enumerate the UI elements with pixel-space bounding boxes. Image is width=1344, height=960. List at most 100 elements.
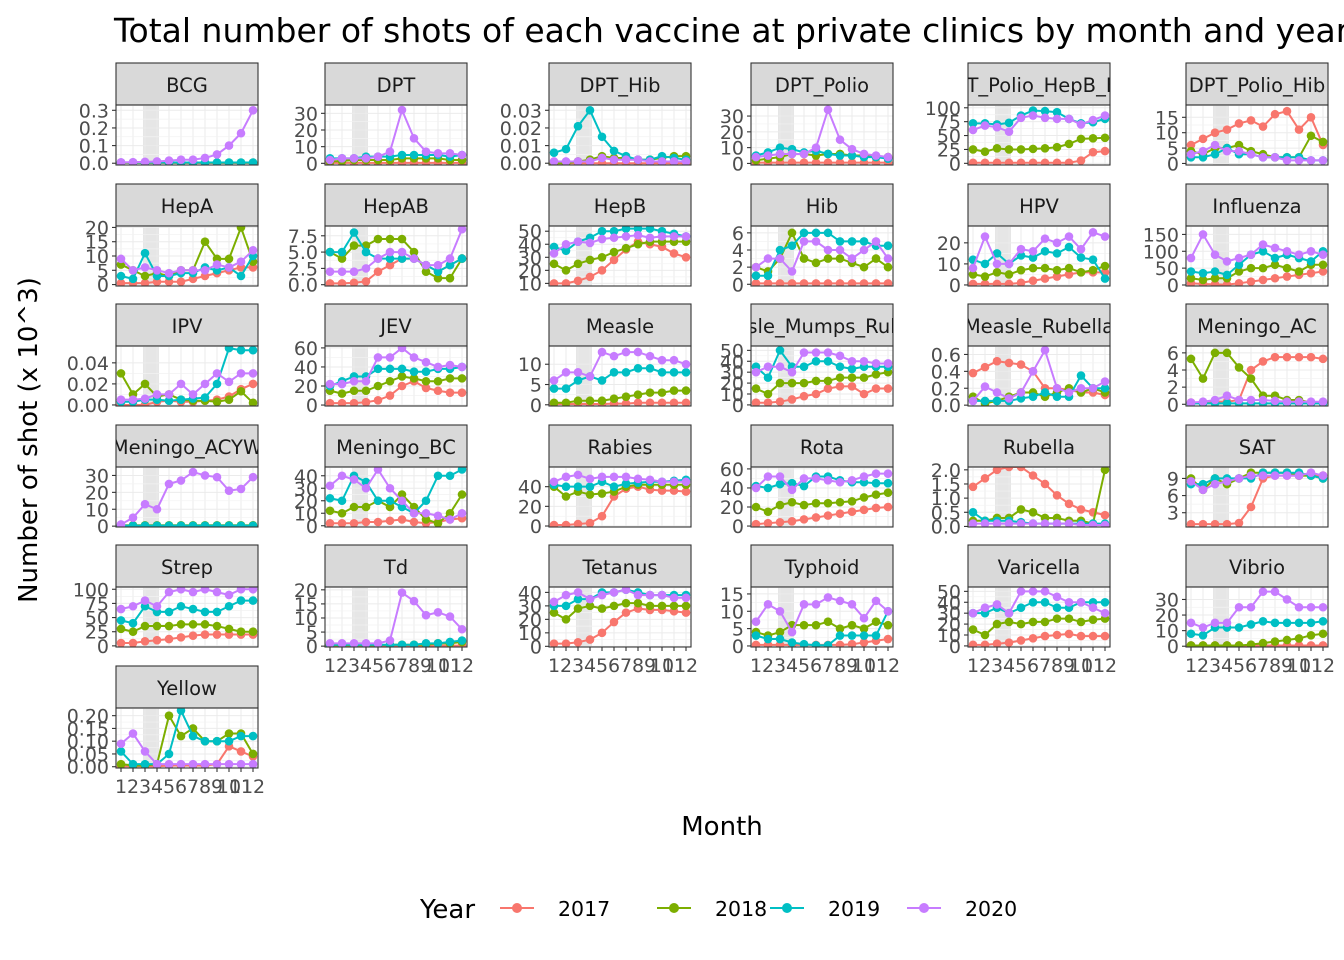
point-2019-m7: [823, 228, 833, 238]
point-2019-m2: [128, 618, 138, 628]
point-2020-m6: [1246, 250, 1256, 259]
point-2017-m5: [1234, 279, 1244, 286]
point-2020-m11: [669, 355, 679, 365]
point-2020-m3: [573, 588, 583, 597]
point-2019-m9: [645, 226, 655, 233]
point-2020-m1: [116, 604, 126, 614]
point-2019-m10: [1076, 253, 1086, 262]
point-2020-m2: [561, 157, 571, 165]
point-2017-m7: [397, 515, 407, 524]
point-2020-m10: [657, 355, 667, 365]
facet-hepab: HepAB 0.02.55.07.5: [288, 183, 468, 297]
point-2019-m1: [116, 747, 126, 756]
y-tick-label: 20: [720, 373, 744, 395]
x-tick-label: 4: [584, 655, 596, 677]
panel-border: [548, 586, 692, 648]
point-2018-m8: [1052, 142, 1062, 152]
point-2017-m3: [573, 637, 583, 647]
point-2017-m10: [859, 389, 869, 399]
point-2017-m5: [799, 515, 809, 524]
point-2019-m2: [128, 759, 138, 768]
point-2019-m5: [373, 364, 383, 374]
point-2019-m7: [1040, 246, 1050, 256]
legend-key-point-2019: [782, 903, 792, 913]
point-2017-m3: [140, 278, 150, 286]
y-tick-label: 75: [937, 112, 961, 134]
facet-dpt-hib: DPT_Hib 0.000.010.020.03: [500, 62, 692, 175]
point-2020-m5: [1016, 587, 1026, 596]
point-2019-m8: [1052, 107, 1062, 117]
series-group: [968, 228, 1110, 286]
point-2020-m12: [248, 472, 258, 482]
y-tick-label: 30: [720, 106, 744, 128]
point-2019-m1: [751, 271, 761, 281]
point-2018-m12: [883, 262, 893, 272]
point-2020-m12: [1318, 156, 1328, 165]
y-tick-label: 0.2: [931, 378, 961, 400]
point-2020-m1: [1186, 149, 1196, 159]
point-2020-m6: [176, 476, 186, 485]
point-2018-m8: [633, 390, 643, 399]
point-2018-m1: [751, 502, 761, 512]
shaded-region: [1213, 346, 1229, 406]
point-2018-m10: [657, 601, 667, 611]
y-tick-label: 20: [85, 482, 109, 504]
point-2019-m11: [669, 368, 679, 377]
point-2018-m11: [236, 627, 246, 637]
point-2017-m12: [681, 608, 691, 617]
panel-border: [115, 104, 259, 166]
point-2017-m6: [1246, 277, 1256, 286]
point-2019-m11: [445, 260, 455, 270]
point-2020-m8: [409, 508, 419, 518]
point-2020-m8: [200, 471, 210, 480]
point-2018-m4: [1222, 641, 1232, 647]
point-2020-m8: [1270, 153, 1280, 162]
point-2020-m6: [1028, 111, 1038, 120]
point-2019-m8: [835, 362, 845, 372]
point-2018-m8: [1052, 614, 1062, 623]
point-2018-m4: [787, 497, 797, 507]
point-2019-m1: [116, 271, 126, 281]
point-2018-m3: [573, 259, 583, 269]
point-2018-m9: [1064, 263, 1074, 273]
facet-strip: [1185, 183, 1329, 227]
point-2018-m10: [433, 518, 443, 527]
point-2020-m10: [859, 149, 869, 159]
point-2019-m11: [236, 596, 246, 605]
point-2018-m5: [1234, 363, 1244, 372]
point-2020-m7: [397, 588, 407, 597]
point-2020-m1: [116, 520, 126, 527]
point-2017-m4: [585, 635, 595, 644]
facet-panels: BCG0.00.10.20.3DPT0102030DPT_Hib0.000.01…: [67, 62, 1335, 798]
y-tick-label: 30: [294, 478, 318, 500]
point-2017-m7: [1258, 275, 1268, 285]
point-2018-m12: [1100, 133, 1110, 143]
point-2019-m3: [140, 248, 150, 258]
point-2018-m1: [549, 398, 559, 406]
point-2018-m3: [140, 271, 150, 281]
point-2018-m11: [1088, 134, 1098, 143]
point-2020-m9: [645, 590, 655, 600]
point-2019-m9: [212, 521, 222, 527]
point-2019-m12: [457, 636, 467, 645]
y-tick-label: 15: [1155, 107, 1179, 129]
point-2020-m12: [1100, 232, 1110, 241]
point-2018-m2: [980, 147, 990, 156]
point-2019-m11: [236, 731, 246, 741]
point-2018-m8: [200, 237, 210, 247]
panel-border: [967, 586, 1111, 648]
point-2019-m11: [445, 637, 455, 647]
point-2020-m8: [200, 265, 210, 275]
facet-label: Rota: [800, 436, 844, 459]
point-2020-m6: [609, 472, 619, 482]
point-2020-m1: [325, 155, 335, 165]
y-tick-label: 0.02: [500, 118, 542, 140]
point-2019-m2: [763, 373, 773, 382]
shaded-region: [352, 105, 368, 165]
point-2017-m2: [128, 638, 138, 647]
point-2017-m4: [585, 272, 595, 282]
point-2019-m6: [609, 482, 619, 491]
point-2017-m8: [1270, 109, 1280, 119]
